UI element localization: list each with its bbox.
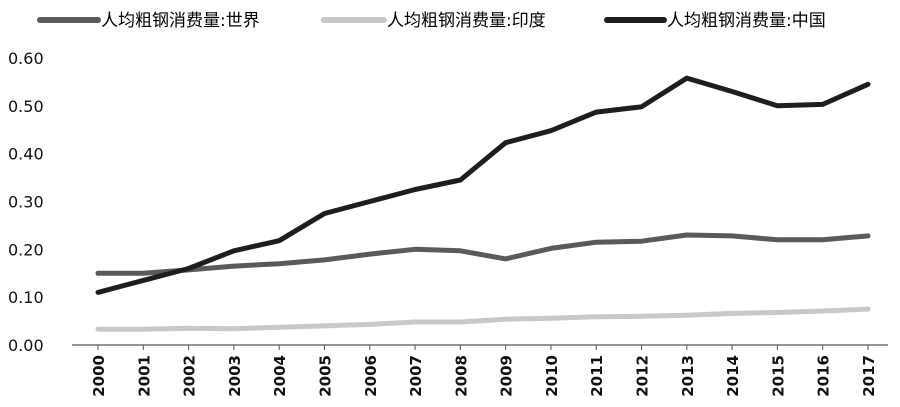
x-tick-label: 2007 [407, 355, 425, 397]
y-tick-label: 0.00 [8, 336, 44, 355]
series-line [95, 232, 871, 276]
y-tick-label: 0.30 [8, 193, 44, 212]
y-tick-label: 0.50 [8, 97, 44, 116]
legend: 人均粗钢消费量:世界 人均粗钢消费量:印度 人均粗钢消费量:中国 [37, 11, 826, 31]
series-lines [95, 75, 871, 332]
y-tick-label: 0.20 [8, 240, 44, 259]
x-tick-label: 2008 [452, 355, 470, 397]
x-tick-label: 2005 [316, 355, 334, 397]
x-tick-label: 2015 [769, 355, 787, 397]
x-tick-label: 2000 [90, 355, 108, 397]
x-tick-label: 2006 [362, 355, 380, 397]
legend-item: 人均粗钢消费量:印度 [321, 11, 546, 31]
x-tick-label: 2004 [271, 355, 289, 397]
axes: 0.00 0.10 0.20 0.30 0.40 0.50 0.60 2000 2001 2002… [8, 49, 888, 397]
legend-label: 人均粗钢消费量:世界 [101, 11, 260, 31]
x-tick-label: 2014 [724, 355, 742, 397]
x-tick-label: 2013 [679, 355, 697, 397]
y-tick-label: 0.40 [8, 145, 44, 164]
x-tick-label: 2002 [181, 355, 199, 397]
legend-label: 人均粗钢消费量:印度 [387, 11, 546, 31]
x-tick-label: 2011 [588, 355, 606, 397]
legend-item: 人均粗钢消费量:中国 [604, 11, 826, 31]
x-tick-label: 2016 [815, 355, 833, 397]
series-line [95, 75, 871, 295]
x-tick-label: 2017 [860, 355, 878, 397]
x-tick-label: 2001 [135, 355, 153, 397]
y-tick-label: 0.60 [8, 49, 44, 68]
series-line [95, 306, 871, 332]
y-tick-label: 0.10 [8, 288, 44, 307]
x-tick-label: 2012 [634, 355, 652, 397]
legend-label: 人均粗钢消费量:中国 [667, 11, 826, 31]
x-tick-label: 2009 [498, 355, 516, 397]
x-tick-label: 2003 [226, 355, 244, 397]
x-tick-label: 2010 [543, 355, 561, 397]
legend-item: 人均粗钢消费量:世界 [37, 11, 260, 31]
